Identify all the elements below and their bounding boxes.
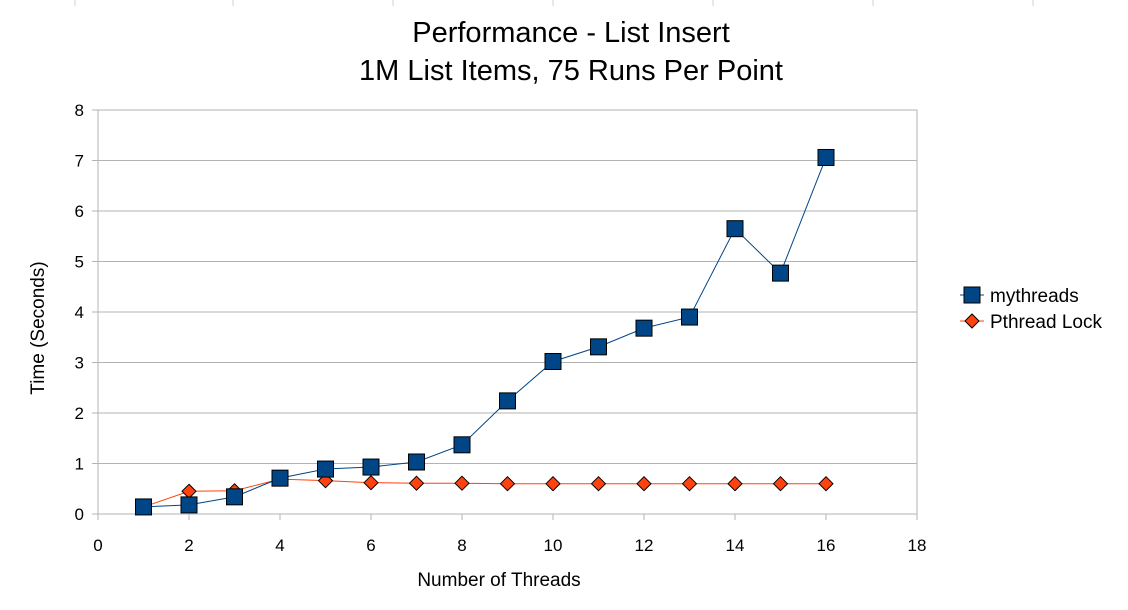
data-point-pthread-lock bbox=[772, 475, 789, 492]
x-tick-label: 12 bbox=[635, 536, 654, 555]
x-axis-label: Number of Threads bbox=[417, 570, 580, 591]
legend-label-pthread-lock: Pthread Lock bbox=[990, 312, 1102, 333]
x-tick-label: 4 bbox=[275, 536, 284, 555]
data-point-mythreads bbox=[226, 488, 243, 506]
axes bbox=[92, 109, 918, 520]
y-tick-label: 6 bbox=[75, 202, 84, 221]
data-point-pthread-lock bbox=[590, 475, 607, 492]
data-point-mythreads bbox=[408, 453, 425, 471]
legend-label-mythreads: mythreads bbox=[990, 286, 1079, 307]
y-tick-label: 4 bbox=[75, 303, 84, 322]
y-tick-label: 3 bbox=[75, 354, 84, 373]
legend-marker-mythreads bbox=[963, 286, 981, 304]
data-point-mythreads bbox=[453, 436, 471, 454]
data-point-mythreads bbox=[590, 338, 607, 356]
legend-marker-pthread-lock bbox=[964, 313, 980, 329]
series-group bbox=[135, 148, 835, 516]
y-tick-label: 7 bbox=[75, 152, 84, 171]
series-line-pthread-lock bbox=[143, 478, 826, 508]
data-point-mythreads bbox=[726, 220, 744, 238]
y-tick-label: 8 bbox=[75, 101, 84, 120]
chart-title: Performance - List Insert bbox=[412, 17, 730, 49]
data-point-pthread-lock bbox=[636, 475, 652, 492]
x-tick-label: 2 bbox=[184, 536, 193, 555]
data-point-mythreads bbox=[544, 352, 562, 370]
data-point-mythreads bbox=[180, 496, 198, 514]
data-point-pthread-lock bbox=[181, 483, 197, 499]
legend-item-pthread-lock: Pthread Lock bbox=[960, 312, 1102, 333]
data-point-pthread-lock bbox=[681, 475, 698, 492]
y-tick-label: 0 bbox=[75, 505, 84, 524]
data-point-pthread-lock bbox=[545, 475, 561, 492]
x-tick-label: 8 bbox=[457, 536, 466, 555]
x-tick-label: 14 bbox=[726, 536, 745, 555]
y-tick-label: 5 bbox=[75, 253, 84, 272]
data-point-pthread-lock bbox=[818, 475, 834, 492]
x-tick-label: 0 bbox=[93, 536, 102, 555]
data-point-mythreads bbox=[135, 498, 152, 516]
data-point-pthread-lock bbox=[363, 474, 379, 491]
data-point-mythreads bbox=[499, 392, 516, 410]
data-point-pthread-lock bbox=[408, 475, 425, 491]
data-point-mythreads bbox=[772, 264, 789, 282]
x-tick-label: 6 bbox=[366, 536, 375, 555]
y-tick-label: 1 bbox=[75, 455, 84, 474]
x-tick-label: 10 bbox=[544, 536, 563, 555]
data-point-mythreads bbox=[317, 460, 334, 478]
data-point-pthread-lock bbox=[499, 475, 516, 492]
y-tick-label: 2 bbox=[75, 404, 84, 423]
x-tick-label: 16 bbox=[817, 536, 836, 555]
data-point-mythreads bbox=[681, 308, 698, 326]
gridlines bbox=[74, 0, 1034, 515]
x-tick-label: 18 bbox=[908, 536, 927, 555]
data-point-mythreads bbox=[362, 458, 380, 476]
data-point-mythreads bbox=[635, 319, 653, 337]
legend: mythreads Pthread Lock bbox=[960, 286, 1102, 333]
legend-item-mythreads: mythreads bbox=[960, 286, 1079, 307]
series-line-mythreads bbox=[143, 157, 827, 508]
series-mythreads bbox=[135, 148, 835, 516]
data-point-pthread-lock bbox=[454, 475, 470, 491]
y-axis-label: Time (Seconds) bbox=[28, 261, 49, 394]
data-point-pthread-lock bbox=[727, 475, 743, 492]
plot-area-border bbox=[97, 109, 918, 515]
data-point-mythreads bbox=[817, 148, 835, 166]
chart-subtitle: 1M List Items, 75 Runs Per Point bbox=[359, 55, 783, 87]
data-point-mythreads bbox=[271, 469, 289, 487]
